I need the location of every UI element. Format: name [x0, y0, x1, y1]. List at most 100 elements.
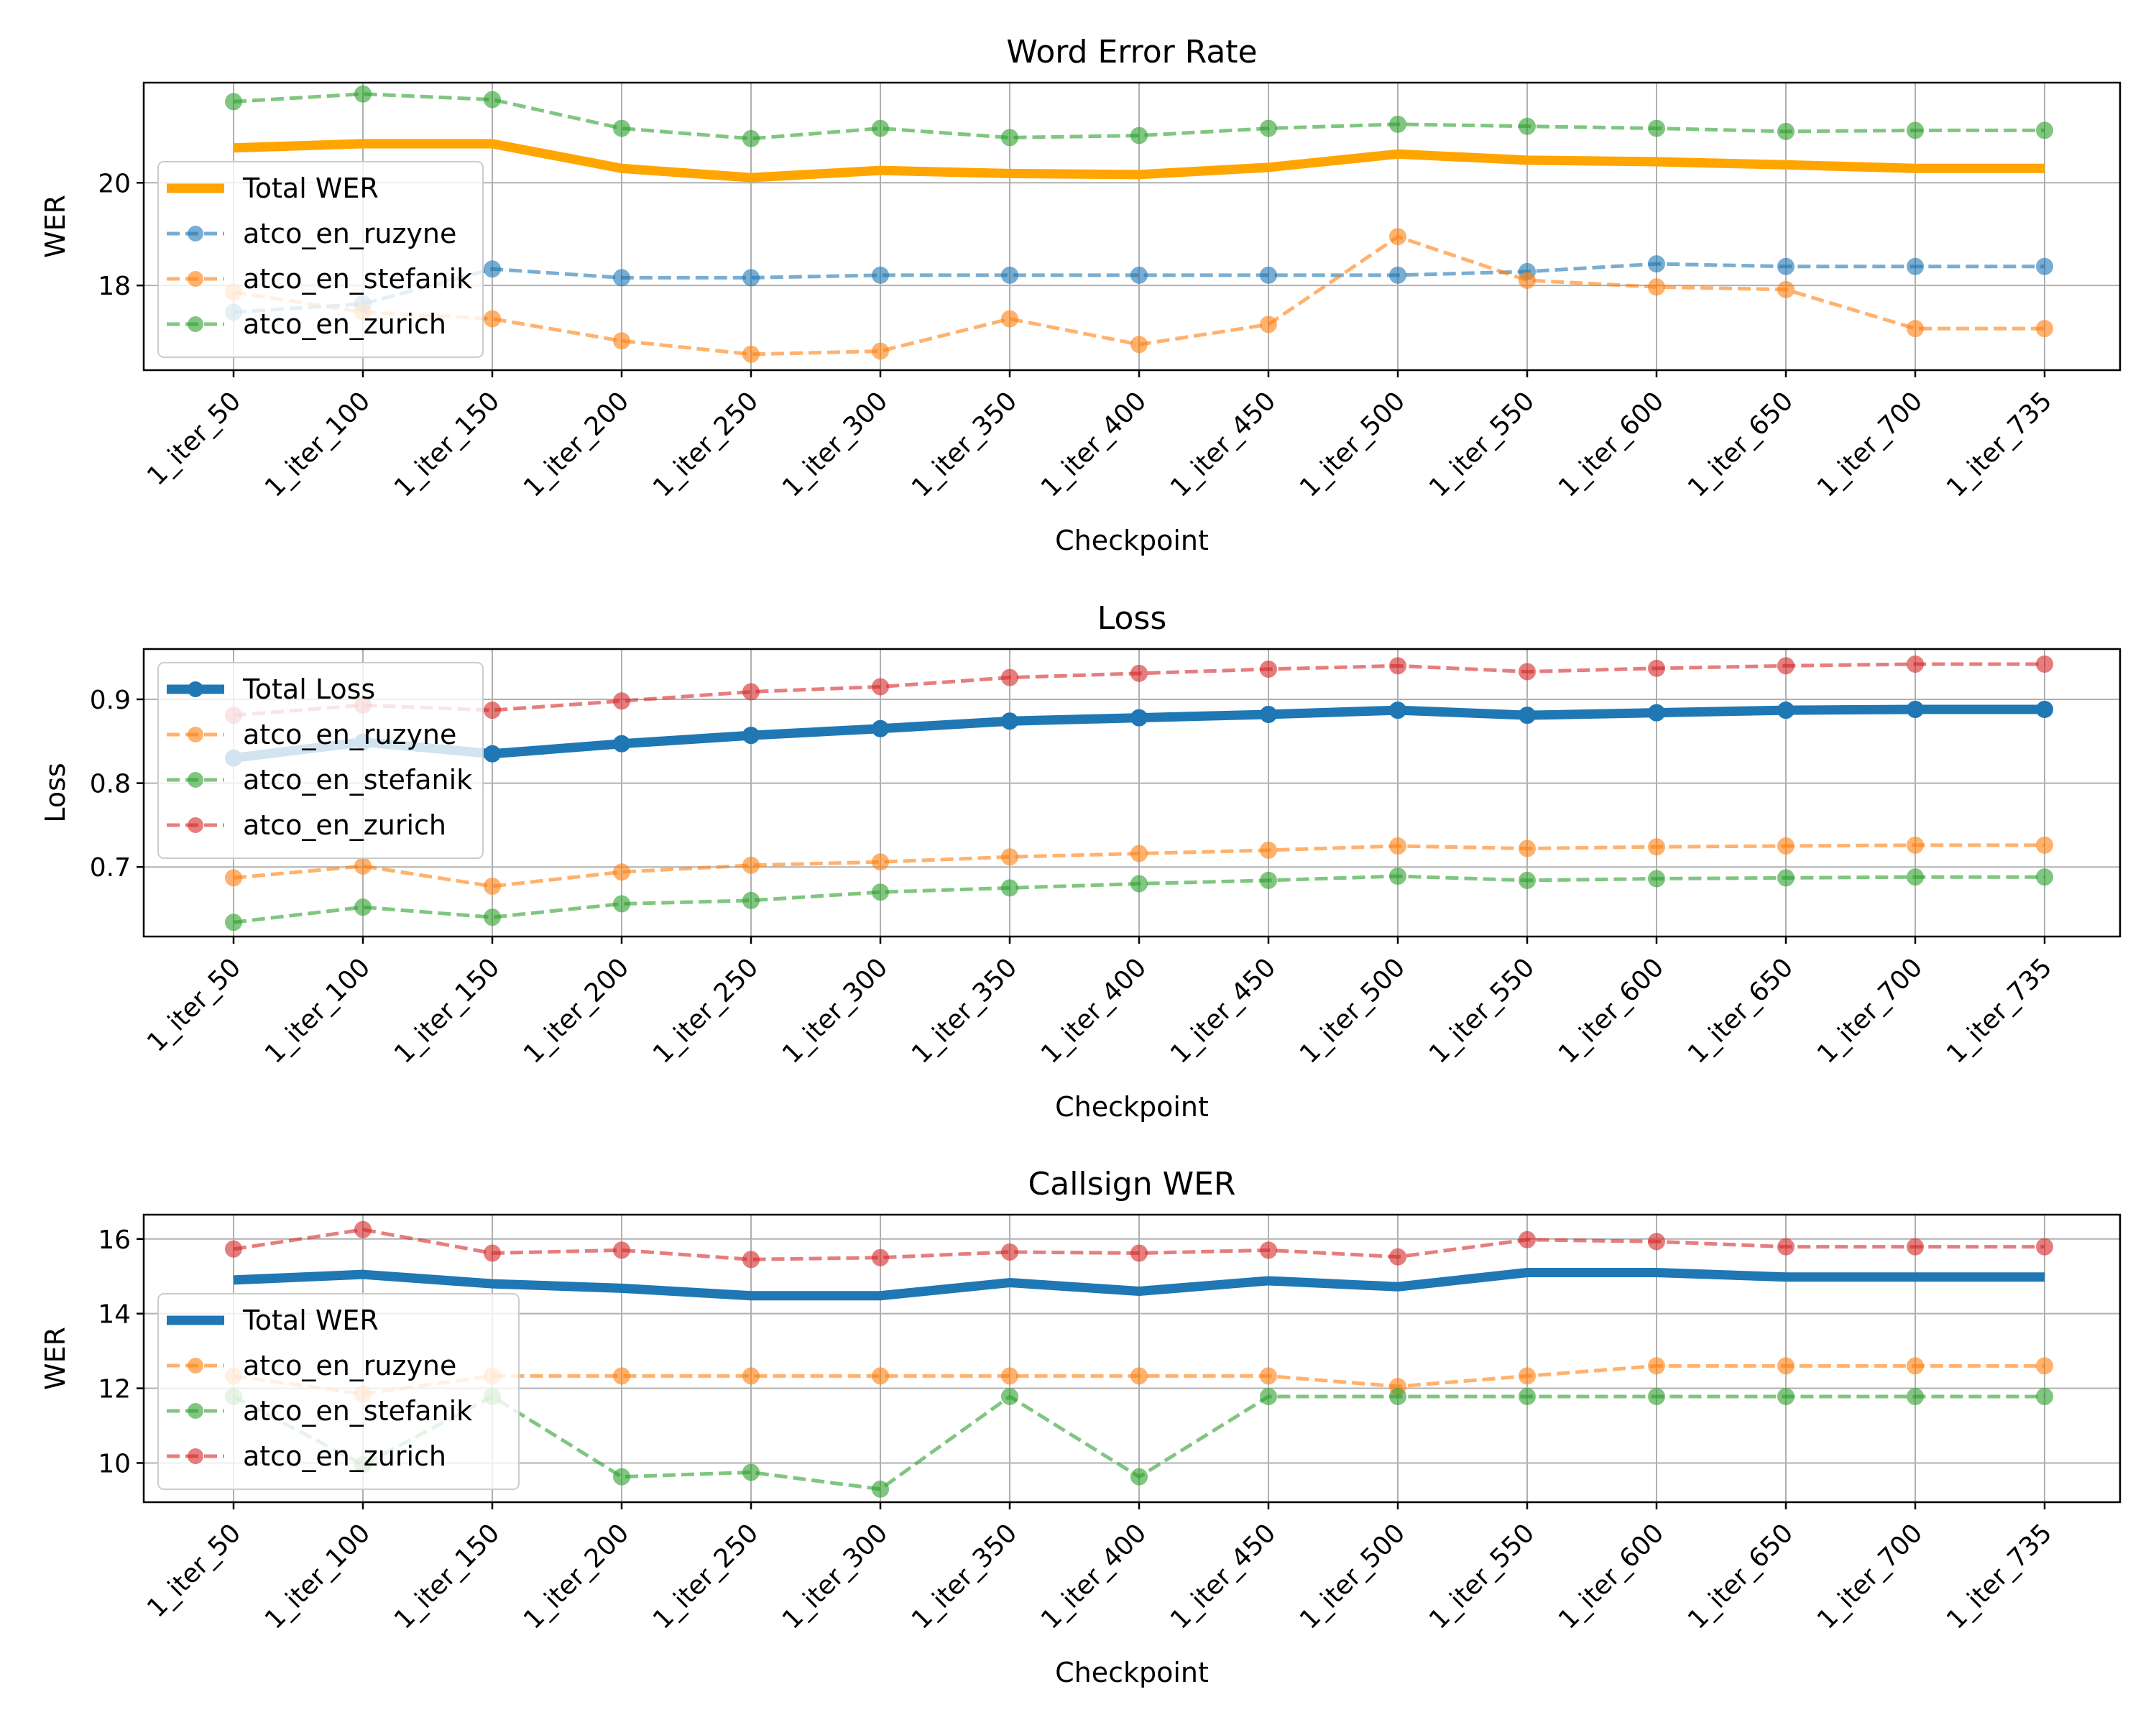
data-point	[872, 1248, 889, 1266]
data-point	[613, 692, 630, 710]
y-axis-label: Loss	[40, 763, 71, 822]
data-point	[1777, 837, 1795, 855]
x-tick-label: 1_iter_550	[1424, 386, 1540, 502]
legend-label: atco_en_ruzyne	[243, 218, 456, 249]
x-tick-label: 1_iter_550	[1424, 952, 1540, 1069]
x-tick-label: 1_iter_735	[1941, 952, 2058, 1069]
data-point	[1907, 868, 1924, 886]
data-point	[484, 91, 501, 109]
legend-marker	[188, 772, 203, 788]
data-point	[1648, 119, 1665, 137]
data-point	[1907, 1387, 1924, 1405]
x-tick-label: 1_iter_600	[1553, 386, 1669, 502]
data-point	[1519, 871, 1536, 889]
x-tick-label: 1_iter_450	[1165, 386, 1281, 502]
legend-marker	[188, 1403, 203, 1419]
data-point	[1389, 657, 1406, 675]
legend-label: atco_en_ruzyne	[243, 719, 456, 750]
x-tick-label: 1_iter_50	[142, 1518, 247, 1623]
data-point	[613, 269, 630, 287]
data-point	[1519, 707, 1536, 724]
data-point	[613, 895, 630, 913]
data-point	[613, 735, 630, 753]
data-point	[1907, 320, 1924, 338]
x-tick-label: 1_iter_300	[777, 1518, 893, 1634]
data-point	[1519, 117, 1536, 135]
data-point	[872, 266, 889, 284]
x-tick-label: 1_iter_400	[1036, 952, 1152, 1069]
data-point	[484, 908, 501, 926]
data-point	[1648, 278, 1665, 296]
data-point	[1777, 1238, 1795, 1256]
legend-marker	[188, 727, 203, 742]
data-point	[1130, 266, 1148, 284]
data-point	[872, 678, 889, 696]
x-tick-label: 1_iter_50	[142, 386, 247, 491]
legend-marker	[188, 316, 203, 332]
data-point	[1777, 869, 1795, 887]
data-point	[1001, 668, 1018, 686]
plot-frame	[142, 648, 2122, 938]
data-point	[1001, 848, 1018, 866]
data-point	[1519, 1230, 1536, 1248]
legend-label: atco_en_zurich	[243, 809, 446, 841]
series-line	[233, 1268, 2045, 1301]
y-tick-label: 10	[98, 1449, 131, 1478]
plot-frame	[142, 81, 2122, 372]
x-axis-label: Checkpoint	[1055, 525, 1209, 556]
data-point	[1648, 1233, 1665, 1251]
data-point	[1001, 879, 1018, 897]
data-point	[872, 1480, 889, 1498]
legend-marker	[188, 226, 203, 242]
x-tick-label: 1_iter_700	[1812, 386, 1928, 502]
y-tick-label: 0.9	[90, 686, 131, 715]
data-point	[1777, 257, 1795, 275]
data-point	[354, 1220, 372, 1238]
data-point	[2036, 121, 2053, 139]
x-tick-label: 1_iter_350	[906, 386, 1023, 502]
data-point	[1907, 655, 1924, 673]
data-point	[1130, 1244, 1148, 1262]
series-line	[233, 262, 2045, 314]
y-tick-label: 0.8	[90, 770, 131, 799]
data-point	[1648, 1387, 1665, 1405]
y-tick-label: 18	[98, 272, 131, 301]
data-point	[872, 1367, 889, 1385]
x-tick-label: 1_iter_650	[1682, 1518, 1799, 1634]
data-point	[2036, 700, 2053, 718]
data-point	[1260, 316, 1277, 334]
x-tick-label: 1_iter_200	[518, 1518, 635, 1634]
data-point	[1389, 266, 1406, 284]
x-tick-label: 1_iter_500	[1294, 952, 1411, 1069]
data-point	[742, 1251, 760, 1269]
chart-title: Word Error Rate	[1006, 34, 1257, 70]
data-point	[1519, 663, 1536, 681]
x-tick-label: 1_iter_735	[1941, 386, 2058, 502]
x-tick-label: 1_iter_650	[1682, 952, 1799, 1069]
legend-label: Total Loss	[242, 673, 375, 705]
x-tick-label: 1_iter_250	[648, 952, 764, 1069]
legend-box	[157, 161, 484, 358]
data-point	[1389, 1387, 1406, 1405]
y-tick-label: 20	[98, 169, 131, 198]
x-tick-label: 1_iter_300	[777, 386, 893, 502]
data-point	[1260, 119, 1277, 137]
x-tick-label: 1_iter_400	[1036, 386, 1152, 502]
data-point	[1519, 272, 1536, 289]
x-tick-label: 1_iter_350	[906, 1518, 1023, 1634]
data-point	[1648, 704, 1665, 722]
data-point	[1130, 875, 1148, 893]
data-point	[1389, 228, 1406, 246]
legend-label: atco_en_zurich	[243, 308, 446, 340]
data-point	[872, 342, 889, 360]
chart-panel-2: 0.70.80.91_iter_50 1_iter_100 1_iter_150 1_…	[40, 600, 2122, 1123]
data-point	[225, 869, 242, 887]
x-tick-label: 1_iter_600	[1553, 952, 1669, 1069]
legend: Total Loss atco_en_ruzyne atco_en_stefanik…	[157, 662, 484, 859]
series-atco-en-ruzyne	[225, 836, 2053, 896]
data-point	[1648, 255, 1665, 273]
data-point	[1001, 1367, 1018, 1385]
x-tick-label: 1_iter_200	[518, 952, 635, 1069]
data-point	[354, 898, 372, 916]
